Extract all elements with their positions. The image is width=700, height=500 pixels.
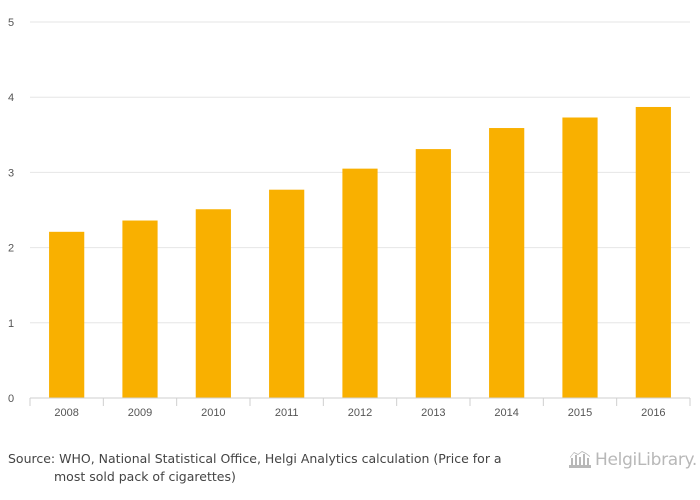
source-line-1: Source: WHO, National Statistical Office… <box>8 451 502 466</box>
y-tick-label: 1 <box>8 318 14 330</box>
helgi-library-logo-icon <box>569 451 591 468</box>
x-tick-label: 2015 <box>568 407 592 419</box>
bar-2014[interactable] <box>489 128 525 399</box>
bars <box>49 106 671 399</box>
logo-text: HelgiLibrary. <box>595 450 698 470</box>
helgi-library-logo[interactable]: HelgiLibrary. <box>568 447 697 473</box>
y-tick-label: 3 <box>8 167 14 179</box>
bar-2011[interactable] <box>269 189 305 398</box>
source-line-2: most sold pack of cigarettes) <box>54 469 236 484</box>
x-tick-label: 2009 <box>128 407 152 419</box>
y-tick-label: 5 <box>8 17 14 29</box>
bar-2016[interactable] <box>635 106 671 398</box>
y-axis-tick-labels: 0 1 2 3 4 5 <box>8 17 14 405</box>
x-tick-label: 2012 <box>348 407 372 419</box>
x-tick-label: 2014 <box>494 407 518 419</box>
y-tick-label: 2 <box>8 243 14 255</box>
bar-2013[interactable] <box>415 149 451 398</box>
x-tick-label: 2013 <box>421 407 445 419</box>
bar-2012[interactable] <box>342 168 378 398</box>
x-tick-label: 2008 <box>54 407 78 419</box>
x-tick-label: 2011 <box>275 407 299 419</box>
bar-2015[interactable] <box>562 117 598 398</box>
x-tick-label: 2016 <box>641 407 665 419</box>
bar-2010[interactable] <box>195 209 231 398</box>
source-note: Source: WHO, National Statistical Office… <box>8 450 548 486</box>
x-tick-label: 2010 <box>201 407 225 419</box>
y-tick-label: 0 <box>8 393 14 405</box>
bar-2009[interactable] <box>122 220 158 398</box>
x-axis <box>29 397 691 406</box>
y-tick-label: 4 <box>8 92 14 104</box>
x-axis-tick-labels: 2008 2009 2010 2011 2012 2013 2014 2015 2016 <box>54 407 665 419</box>
bar-2008[interactable] <box>49 231 85 398</box>
